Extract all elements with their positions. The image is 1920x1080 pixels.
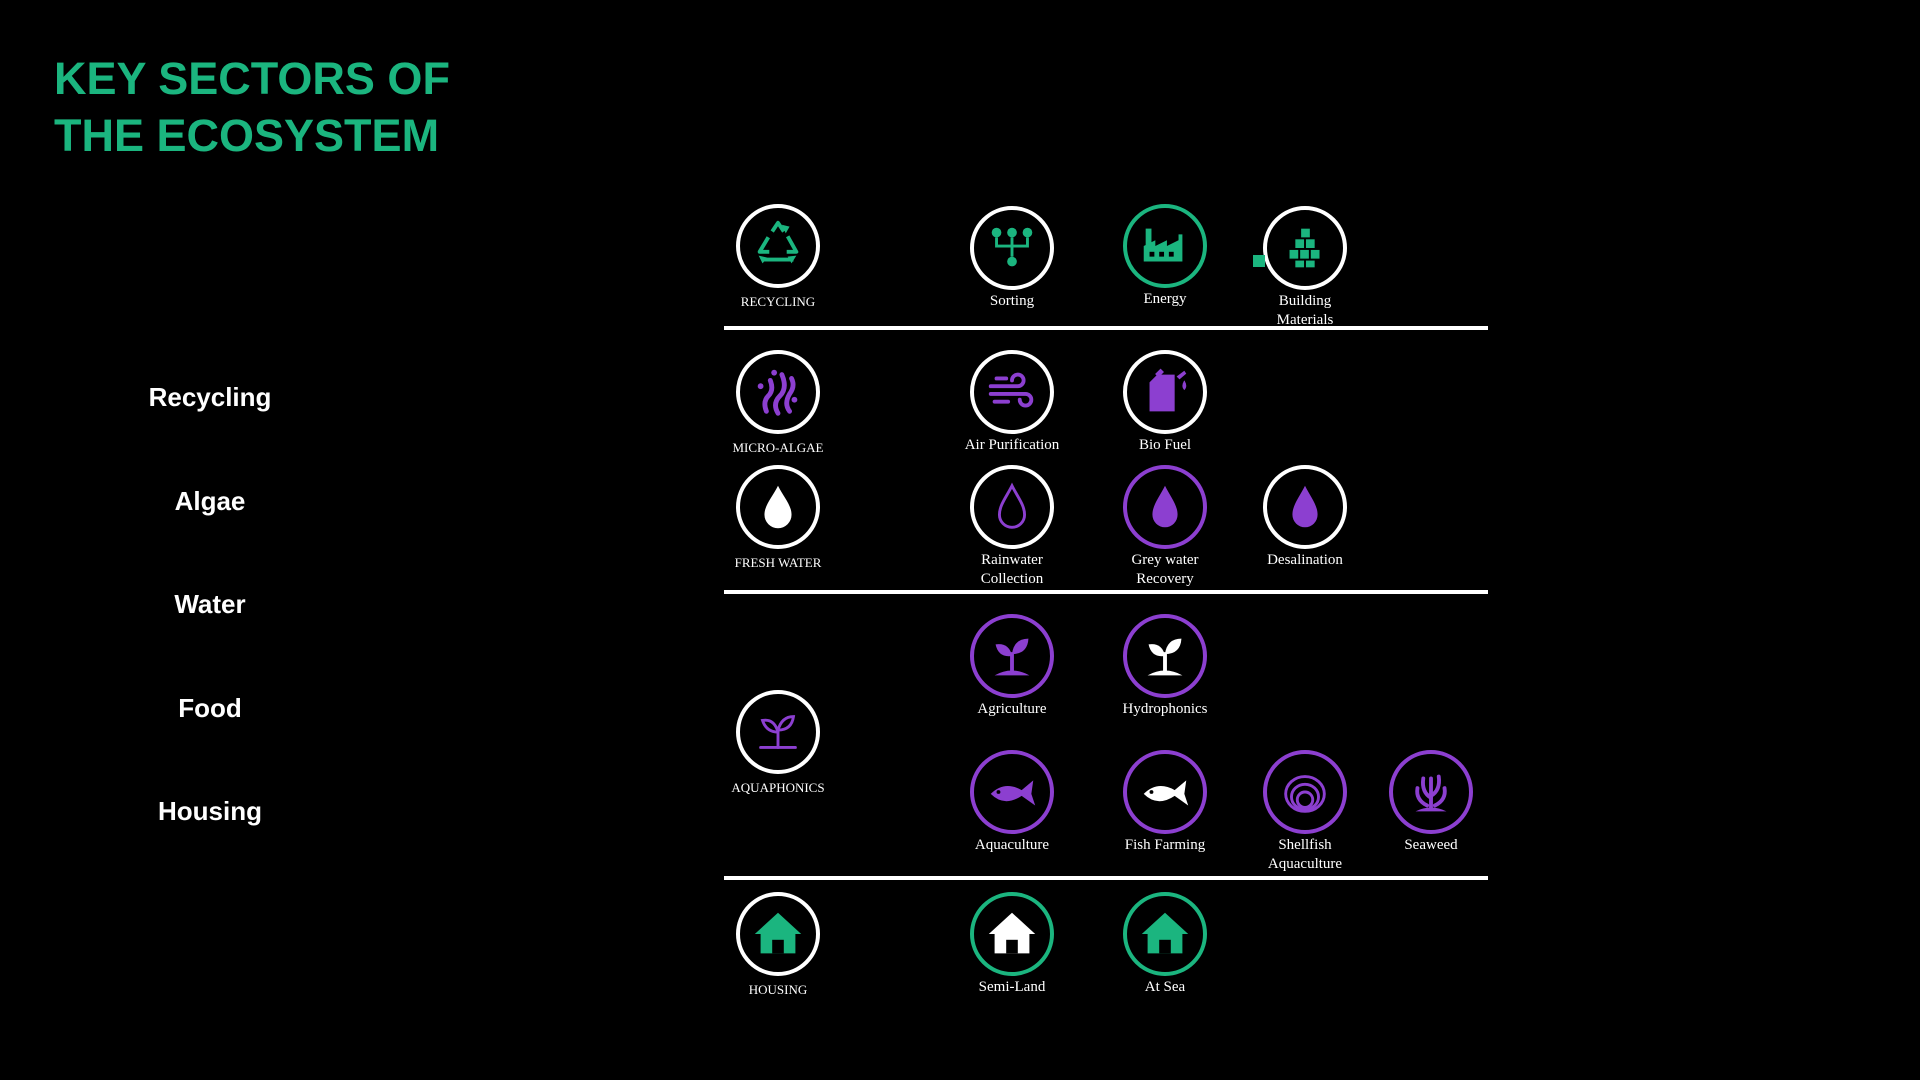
- node-rainwater-collection: Rainwater Collection: [912, 465, 1112, 589]
- node-label: Agriculture: [977, 701, 1047, 717]
- node-fish-farming: Fish Farming: [1065, 750, 1265, 855]
- side-label-water: Water: [174, 589, 246, 619]
- side-label-housing: Housing: [158, 796, 262, 826]
- node-energy: Energy: [1065, 204, 1265, 309]
- sorting-tree-icon: [991, 227, 1033, 267]
- outline-drop-icon: [997, 482, 1027, 529]
- fuel-can-icon: [1149, 368, 1187, 412]
- house-icon: [1141, 912, 1189, 954]
- drop-icon: [1292, 485, 1318, 528]
- node-label: Air Purification: [964, 437, 1060, 453]
- node-building-materials: Building Materials: [1205, 206, 1405, 330]
- node-seaweed: Seaweed: [1331, 750, 1531, 855]
- node-label: Building Materials: [1276, 293, 1334, 328]
- node-label: Grey water Recovery: [1131, 552, 1199, 587]
- category-label: HOUSING: [748, 982, 808, 997]
- side-label-food: Food: [178, 693, 242, 723]
- category-fresh-water: FRESH WATER: [678, 465, 878, 572]
- node-hydrophonics: Hydrophonics: [1065, 614, 1265, 719]
- side-label-algae: Algae: [174, 486, 246, 516]
- house-icon: [754, 912, 802, 954]
- node-label: Desalination: [1267, 552, 1343, 568]
- seaweed-icon: [1415, 774, 1447, 812]
- node-label: Semi-Land: [978, 979, 1046, 995]
- wind-icon: [988, 372, 1034, 408]
- divider-food: [724, 876, 1488, 880]
- node-label: Aquaculture: [974, 837, 1050, 853]
- node-label: Shellfish Aquaculture: [1267, 837, 1343, 872]
- fish-icon: [990, 780, 1036, 806]
- node-aquaculture: Aquaculture: [912, 750, 1112, 855]
- node-at-sea: At Sea: [1065, 892, 1265, 997]
- node-bio-fuel: Bio Fuel: [1065, 350, 1265, 455]
- stacked-boxes-icon: [1289, 228, 1320, 268]
- node-sorting: Sorting: [912, 206, 1112, 311]
- category-label: MICRO-ALGAE: [732, 440, 824, 455]
- node-label: Rainwater Collection: [980, 552, 1044, 587]
- node-air-purification: Air Purification: [912, 350, 1112, 455]
- sprout-icon: [1147, 638, 1183, 676]
- sprout-icon: [759, 715, 797, 749]
- sprout-icon: [994, 638, 1030, 676]
- node-agriculture: Agriculture: [912, 614, 1112, 719]
- node-label: Hydrophonics: [1122, 701, 1208, 717]
- title-line-1: KEY SECTORS OF: [54, 53, 450, 104]
- node-grey-water-recovery: Grey water Recovery: [1065, 465, 1265, 589]
- category-housing: HOUSING: [678, 892, 878, 999]
- category-micro-algae: MICRO-ALGAE: [678, 350, 878, 457]
- category-label: RECYCLING: [740, 294, 816, 309]
- fish-icon: [1143, 780, 1189, 806]
- side-label-recycling: Recycling: [148, 382, 272, 412]
- factory-icon: [1143, 228, 1183, 262]
- node-desalination: Desalination: [1205, 465, 1405, 570]
- shellfish-icon: [1284, 775, 1326, 813]
- node-label: Energy: [1143, 291, 1187, 307]
- node-shellfish-aquaculture: Shellfish Aquaculture: [1205, 750, 1405, 874]
- water-drop-icon: [764, 485, 792, 529]
- node-label: Bio Fuel: [1138, 437, 1192, 453]
- house-icon: [988, 912, 1036, 954]
- divider-water: [724, 590, 1488, 594]
- algae-icon: [757, 369, 798, 416]
- divider-recycling: [724, 326, 1488, 330]
- node-semi-land: Semi-Land: [912, 892, 1112, 997]
- node-label: At Sea: [1144, 979, 1186, 995]
- node-label: Fish Farming: [1124, 837, 1206, 853]
- recycle-icon: [757, 220, 799, 264]
- category-label: FRESH WATER: [734, 555, 822, 570]
- node-label: Sorting: [989, 293, 1035, 309]
- category-aquaphonics: AQUAPHONICS: [678, 690, 878, 797]
- drop-icon: [1152, 485, 1178, 528]
- category-label: AQUAPHONICS: [731, 780, 825, 795]
- category-recycling: RECYCLING: [678, 204, 878, 311]
- box-fragment-icon: [1253, 255, 1265, 267]
- node-label: Seaweed: [1404, 837, 1458, 853]
- title-line-2: THE ECOSYSTEM: [54, 110, 440, 161]
- page-title: KEY SECTORS OF THE ECOSYSTEM: [54, 50, 450, 164]
